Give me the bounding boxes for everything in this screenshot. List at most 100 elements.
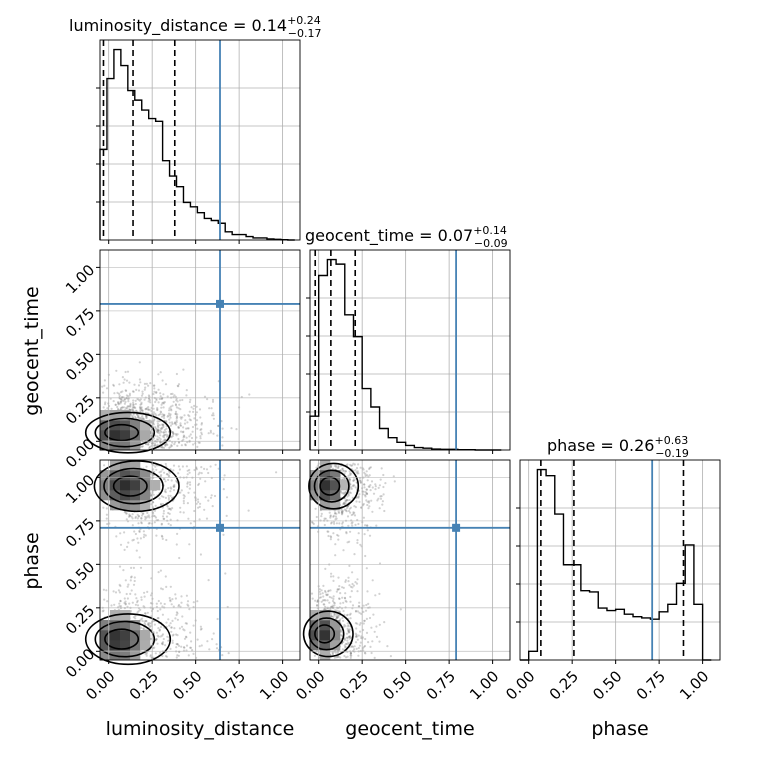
scatter-point: [118, 602, 121, 605]
scatter-point: [152, 444, 155, 447]
scatter-point: [183, 422, 187, 425]
scatter-point: [134, 516, 137, 520]
scatter-point: [348, 477, 351, 480]
scatter-point: [125, 512, 128, 515]
scatter-point: [351, 571, 354, 574]
scatter-point: [370, 480, 374, 483]
scatter-point: [337, 467, 340, 470]
scatter-point: [337, 610, 340, 613]
scatter-point: [328, 595, 331, 599]
scatter-point: [313, 654, 316, 657]
scatter-point: [386, 645, 389, 648]
scatter-point: [102, 391, 105, 394]
scatter-point: [182, 502, 185, 505]
scatter-point: [380, 467, 383, 470]
scatter-point: [126, 405, 129, 408]
scatter-point: [351, 464, 354, 467]
scatter-point: [143, 620, 146, 623]
scatter-point: [134, 603, 137, 606]
scatter-point: [131, 517, 134, 520]
scatter-point: [132, 409, 135, 412]
scatter-point: [103, 403, 107, 406]
scatter-point: [136, 397, 139, 401]
scatter-point: [156, 407, 159, 410]
scatter-point: [339, 592, 342, 595]
scatter-point: [199, 437, 202, 440]
scatter-point: [161, 643, 164, 646]
scatter-point: [182, 494, 185, 497]
scatter-point: [382, 473, 385, 477]
scatter-point: [349, 506, 352, 509]
scatter-point: [138, 399, 141, 402]
scatter-point: [181, 465, 184, 468]
scatter-point: [163, 414, 166, 417]
scatter-point: [342, 609, 345, 613]
scatter-point: [368, 467, 371, 471]
scatter-point: [363, 619, 366, 622]
scatter-point: [134, 406, 137, 410]
x-axis-label-luminosity-distance: luminosity_distance: [106, 718, 295, 740]
scatter-point: [344, 580, 347, 584]
scatter-point: [220, 420, 223, 423]
density-cell: [110, 470, 121, 481]
scatter-point: [105, 387, 109, 390]
scatter-point: [165, 515, 169, 518]
scatter-point: [211, 414, 214, 417]
scatter-point: [327, 589, 330, 592]
scatter-point: [348, 637, 351, 640]
scatter-point: [174, 410, 178, 413]
scatter-point: [186, 603, 189, 606]
scatter-point: [342, 549, 345, 552]
title-sub: −0.17: [288, 27, 322, 40]
scatter-point: [192, 410, 195, 413]
scatter-point: [368, 616, 372, 620]
scatter-point: [174, 593, 177, 596]
scatter-point: [326, 593, 329, 596]
scatter-point: [148, 624, 151, 627]
scatter-point: [180, 417, 183, 420]
scatter-point: [369, 489, 372, 492]
truth-marker: [452, 523, 461, 532]
scatter-point: [178, 403, 181, 406]
scatter-point: [153, 515, 156, 518]
scatter-point: [349, 654, 352, 657]
scatter-point: [374, 594, 377, 597]
scatter-point: [139, 566, 143, 569]
scatter-point: [162, 415, 165, 418]
scatter-point: [159, 434, 162, 437]
scatter-point: [330, 596, 333, 599]
scatter-point: [184, 635, 188, 638]
scatter-point: [157, 429, 160, 432]
scatter-point: [114, 591, 118, 594]
scatter-point: [170, 436, 173, 439]
scatter-point: [171, 441, 174, 444]
scatter-point: [122, 569, 125, 572]
scatter-point: [204, 480, 207, 483]
scatter-point: [360, 636, 363, 640]
scatter-point: [177, 472, 180, 475]
scatter-point: [170, 626, 173, 629]
scatter-point: [129, 579, 132, 582]
density-cell: [130, 430, 141, 441]
scatter-point: [115, 369, 118, 372]
scatter-point: [176, 643, 179, 646]
x-tick-label: 1.00: [466, 667, 502, 703]
scatter-point: [156, 617, 159, 620]
scatter-point: [321, 592, 324, 595]
scatter-point: [144, 518, 147, 521]
scatter-point: [134, 515, 137, 518]
scatter-point: [131, 408, 134, 411]
scatter-point: [208, 407, 211, 410]
scatter-point: [356, 539, 359, 542]
scatter-point: [322, 603, 325, 606]
scatter-point: [354, 506, 357, 509]
scatter-point: [175, 646, 178, 649]
scatter-point: [358, 479, 362, 482]
scatter-point: [135, 597, 138, 600]
panel-background: [100, 250, 300, 450]
scatter-point: [173, 627, 176, 630]
scatter-point: [143, 398, 146, 401]
scatter-point: [346, 463, 349, 466]
scatter-point: [324, 567, 327, 571]
scatter-point: [147, 514, 150, 517]
